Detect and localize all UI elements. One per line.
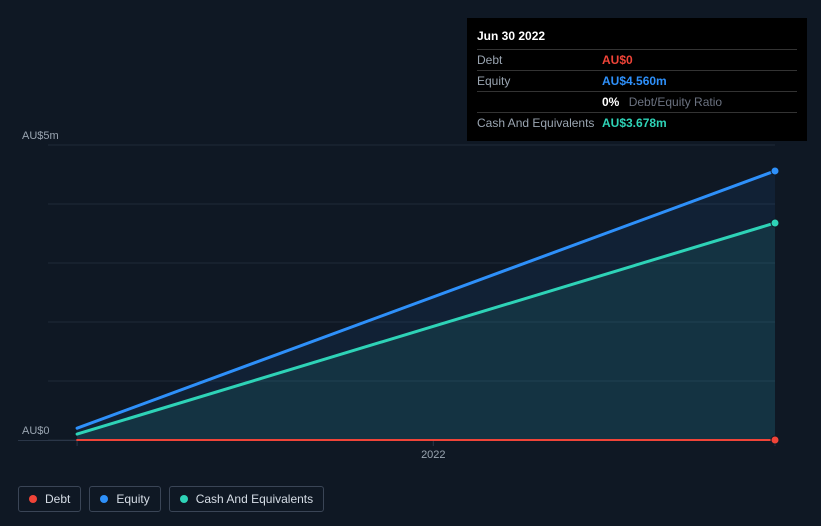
equity-dot-icon [100,495,108,503]
x-tick-label: 2022 [421,449,445,461]
cash-dot-icon [180,495,188,503]
legend-cash-label: Cash And Equivalents [196,492,313,506]
tooltip-row-ratio: 0% Debt/Equity Ratio [477,92,797,113]
y-tick-label: AU$0 [22,425,50,437]
debt-value: AU$0 [602,53,633,67]
equity-label: Equity [477,74,602,88]
legend-item-equity[interactable]: Equity [89,486,160,512]
chart-area[interactable]: 2022AU$0AU$5m [18,145,805,440]
tooltip-row-equity: Equity AU$4.560m [477,71,797,92]
legend-item-debt[interactable]: Debt [18,486,81,512]
ratio-value: 0% [602,95,619,109]
legend-debt-label: Debt [45,492,70,506]
legend-item-cash[interactable]: Cash And Equivalents [169,486,324,512]
chart-svg: 2022AU$0AU$5m [18,145,805,465]
y-tick-label: AU$5m [22,130,59,142]
tooltip-date: Jun 30 2022 [477,26,797,50]
tooltip-row-cash: Cash And Equivalents AU$3.678m [477,113,797,133]
debt-dot-icon [29,495,37,503]
debt-label: Debt [477,53,602,67]
ratio-wrap: 0% Debt/Equity Ratio [602,95,722,109]
legend-equity-label: Equity [116,492,149,506]
legend: Debt Equity Cash And Equivalents [18,486,324,512]
cash-value: AU$3.678m [602,116,667,130]
cash-label: Cash And Equivalents [477,116,602,130]
tooltip-row-debt: Debt AU$0 [477,50,797,71]
data-tooltip: Jun 30 2022 Debt AU$0 Equity AU$4.560m 0… [467,18,807,141]
ratio-extra: Debt/Equity Ratio [629,95,722,109]
equity-value: AU$4.560m [602,74,667,88]
ratio-spacer [477,95,602,109]
